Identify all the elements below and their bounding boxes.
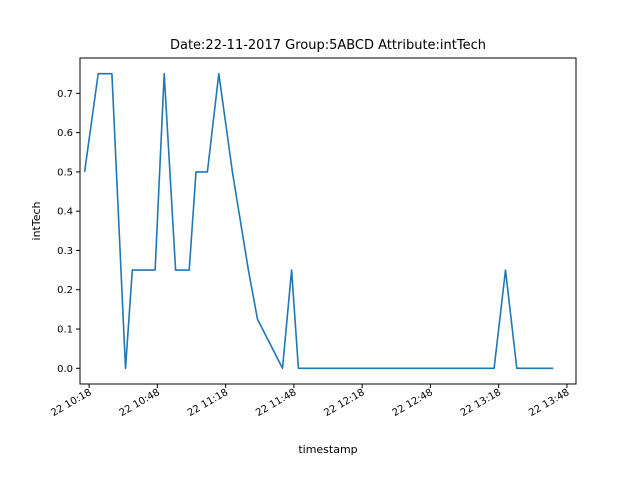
x-axis: 22 10:18 22 10:48 22 11:18 22 11:48 22 12:18… bbox=[49, 384, 571, 419]
x-tick-label: 22 13:48 bbox=[527, 387, 571, 419]
y-axis-label: intTech bbox=[30, 201, 43, 240]
x-tick-label: 22 13:18 bbox=[459, 387, 503, 419]
x-tick-label: 22 10:48 bbox=[118, 387, 162, 419]
y-tick-label: 0.3 bbox=[57, 246, 73, 257]
y-tick-label: 0.1 bbox=[57, 325, 73, 336]
x-tick-label: 22 10:18 bbox=[49, 387, 93, 419]
y-tick-label: 0.5 bbox=[57, 167, 73, 178]
y-tick-label: 0.2 bbox=[57, 285, 73, 296]
series-line bbox=[83, 72, 554, 370]
x-tick-label: 22 12:18 bbox=[322, 387, 366, 419]
y-tick-label: 0.4 bbox=[57, 207, 73, 218]
y-tick-label: 0.0 bbox=[57, 364, 73, 375]
plot-frame bbox=[79, 57, 577, 385]
y-tick-label: 0.7 bbox=[57, 89, 73, 100]
series-layer bbox=[83, 72, 554, 370]
x-axis-label: timestamp bbox=[298, 443, 357, 456]
y-tick-label: 0.6 bbox=[57, 128, 73, 139]
x-tick-label: 22 11:48 bbox=[254, 387, 298, 419]
chart-title: Date:22-11-2017 Group:5ABCD Attribute:in… bbox=[170, 38, 486, 53]
y-axis: 0.0 0.1 0.2 0.3 0.4 0.5 0.6 0.7 bbox=[57, 89, 80, 375]
x-tick-label: 22 11:18 bbox=[186, 387, 230, 419]
x-tick-label: 22 12:48 bbox=[391, 387, 435, 419]
